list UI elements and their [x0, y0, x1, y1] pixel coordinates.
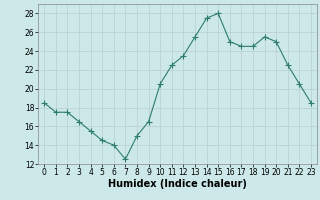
X-axis label: Humidex (Indice chaleur): Humidex (Indice chaleur) [108, 179, 247, 189]
